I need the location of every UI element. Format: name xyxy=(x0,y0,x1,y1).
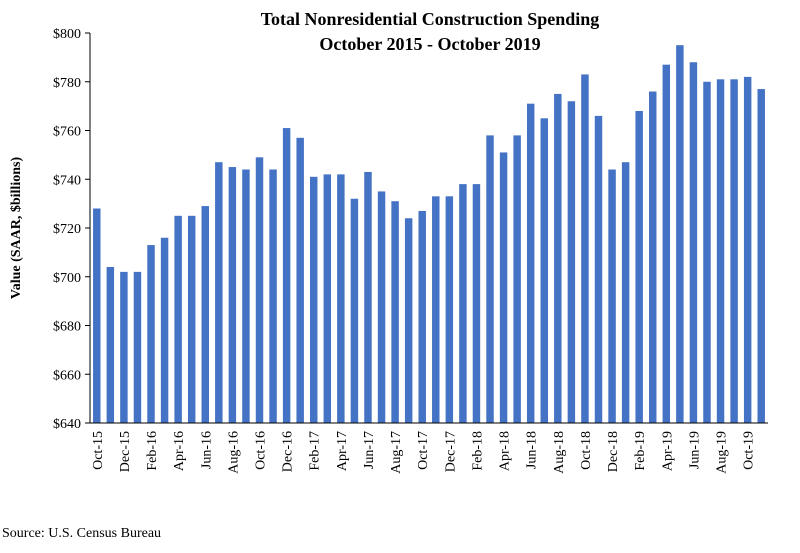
y-tick-label: $700 xyxy=(53,271,81,286)
bar xyxy=(364,171,372,423)
y-tick-label: $680 xyxy=(53,320,81,335)
x-tick-label: Aug-16 xyxy=(226,431,241,474)
y-tick-label: $740 xyxy=(53,173,81,188)
bar xyxy=(282,128,291,423)
bar xyxy=(133,271,142,424)
x-tick-label: Jun-16 xyxy=(199,431,214,469)
axes xyxy=(89,33,768,424)
bar xyxy=(554,93,562,423)
x-tick-label: Apr-18 xyxy=(498,431,513,471)
chart-title-line-2: October 2015 - October 2019 xyxy=(319,34,540,54)
bar xyxy=(120,271,128,424)
bar xyxy=(730,79,738,423)
bar xyxy=(93,208,101,423)
y-tick-label: $660 xyxy=(53,368,81,383)
y-tick-label: $800 xyxy=(53,27,81,42)
bar xyxy=(242,169,250,423)
bar xyxy=(676,45,684,423)
bar xyxy=(608,169,616,423)
bar xyxy=(594,115,603,424)
x-tick-label: Jun-17 xyxy=(362,431,377,469)
x-tick-label: Jun-19 xyxy=(687,431,702,469)
y-tick-label: $640 xyxy=(53,417,81,432)
y-tick-label: $760 xyxy=(53,125,81,140)
bar xyxy=(418,210,426,423)
x-tick-label: Aug-18 xyxy=(552,431,567,474)
bar xyxy=(567,101,576,423)
x-tick-label: Dec-18 xyxy=(606,431,621,472)
bar xyxy=(526,103,535,423)
x-tick-label: Feb-16 xyxy=(145,431,160,471)
bar xyxy=(269,169,277,423)
bar xyxy=(106,267,115,423)
x-tick-label: Dec-16 xyxy=(281,431,296,472)
bar xyxy=(310,176,318,423)
x-tick-label: Oct-19 xyxy=(742,431,757,470)
x-tick-label: Oct-18 xyxy=(579,431,594,470)
bar xyxy=(323,174,332,423)
x-tick-label: Oct-15 xyxy=(91,431,106,470)
bar xyxy=(499,152,508,423)
bar xyxy=(201,206,209,423)
bar xyxy=(337,174,345,423)
bar xyxy=(513,135,521,424)
bar xyxy=(662,64,671,423)
x-tick-label: Oct-17 xyxy=(416,431,431,470)
bar xyxy=(255,157,264,423)
bar xyxy=(621,162,630,423)
bar xyxy=(703,81,711,423)
bar xyxy=(743,76,752,424)
bar xyxy=(432,196,440,423)
bar xyxy=(377,191,386,423)
source-note: Source: U.S. Census Bureau xyxy=(2,526,162,541)
x-tick-label: Oct-16 xyxy=(254,431,269,470)
bar xyxy=(296,137,304,423)
x-tick-label: Feb-18 xyxy=(470,431,485,471)
bars xyxy=(93,45,765,424)
bar xyxy=(757,89,765,423)
bar xyxy=(581,74,589,423)
bar xyxy=(404,218,413,423)
x-axis-ticks: Oct-15 Dec-15 Feb-16 Apr-16 Jun-16 Aug-16 Oct-… xyxy=(91,431,757,474)
y-axis-ticks: $640 $660 $680 $700 $720 $740 $760 $780 $800 xyxy=(53,27,90,432)
bar xyxy=(472,184,481,423)
x-tick-label: Feb-17 xyxy=(308,431,323,471)
y-tick-label: $780 xyxy=(53,76,81,91)
x-tick-label: Feb-19 xyxy=(633,431,648,471)
bar xyxy=(174,215,182,423)
x-tick-label: Aug-19 xyxy=(715,431,730,474)
bar xyxy=(635,111,643,423)
x-tick-label: Apr-16 xyxy=(172,431,187,471)
x-tick-label: Jun-18 xyxy=(525,431,540,469)
bar xyxy=(445,196,454,423)
bar xyxy=(187,215,196,423)
bar xyxy=(228,167,237,423)
bar xyxy=(147,245,155,423)
bar xyxy=(716,79,725,423)
bar xyxy=(391,201,399,423)
bar xyxy=(486,135,494,424)
bar xyxy=(459,184,467,423)
y-axis-label: Value (SAAR, $billions) xyxy=(9,157,24,300)
chart-title-line-1: Total Nonresidential Construction Spendi… xyxy=(261,9,600,29)
x-tick-label: Dec-15 xyxy=(118,431,133,472)
x-tick-label: Aug-17 xyxy=(389,431,404,474)
bar xyxy=(649,91,657,423)
bar xyxy=(689,62,698,423)
bar xyxy=(160,237,169,423)
bar xyxy=(350,198,359,423)
x-tick-label: Apr-19 xyxy=(660,431,675,471)
bar xyxy=(540,118,548,423)
bar xyxy=(215,162,223,423)
x-tick-label: Apr-17 xyxy=(335,431,350,471)
x-tick-label: Dec-17 xyxy=(443,431,458,472)
y-tick-label: $720 xyxy=(53,222,81,237)
